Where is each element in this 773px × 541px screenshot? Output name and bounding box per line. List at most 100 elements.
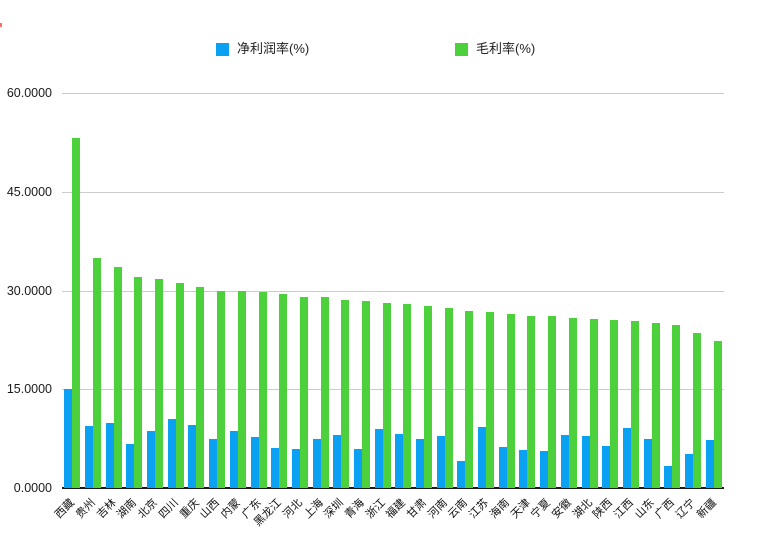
bar-group — [538, 93, 559, 488]
bar-gross-margin[interactable] — [506, 313, 515, 488]
bar-gross-margin[interactable] — [361, 301, 370, 488]
bar-net-profit-margin[interactable] — [540, 451, 549, 488]
bar-net-profit-margin[interactable] — [188, 425, 197, 488]
bar-gross-margin[interactable] — [175, 283, 184, 488]
bar-gross-margin[interactable] — [424, 306, 433, 488]
y-axis-tick-label: 45.0000 — [6, 184, 52, 199]
bar-gross-margin[interactable] — [692, 333, 701, 488]
bar-gross-margin[interactable] — [630, 320, 639, 488]
bar-net-profit-margin[interactable] — [436, 436, 445, 488]
bar-group — [186, 93, 207, 488]
gridline — [62, 191, 724, 193]
bar-net-profit-margin[interactable] — [126, 443, 135, 488]
x-axis-category-label: 天津 — [508, 496, 533, 521]
bar-net-profit-margin[interactable] — [250, 437, 259, 488]
bar-net-profit-margin[interactable] — [167, 418, 176, 488]
bar-gross-margin[interactable] — [548, 316, 557, 488]
x-axis-category-label: 海南 — [487, 496, 512, 521]
bar-group — [600, 93, 621, 488]
bar-group — [414, 93, 435, 488]
x-axis-category-label: 深圳 — [322, 496, 347, 521]
bar-gross-margin[interactable] — [196, 287, 205, 488]
bar-net-profit-margin[interactable] — [229, 431, 238, 488]
x-axis-category-label: 北京 — [135, 496, 161, 521]
bar-group — [517, 93, 538, 488]
bar-gross-margin[interactable] — [258, 291, 267, 488]
x-axis-category-label: 湖北 — [570, 496, 595, 521]
legend-label-net-profit: 净利润率(%) — [237, 41, 310, 56]
bar-net-profit-margin[interactable] — [581, 436, 590, 488]
bar-net-profit-margin[interactable] — [705, 439, 714, 488]
bar-group — [269, 93, 290, 488]
x-axis-category-label: 内蒙 — [218, 496, 243, 521]
bar-net-profit-margin[interactable] — [684, 453, 693, 488]
bar-gross-margin[interactable] — [444, 307, 453, 488]
bar-gross-margin[interactable] — [465, 310, 474, 488]
bar-net-profit-margin[interactable] — [602, 445, 611, 488]
bar-group — [310, 93, 331, 488]
bar-net-profit-margin[interactable] — [457, 461, 466, 488]
bar-net-profit-margin[interactable] — [560, 434, 569, 488]
bar-net-profit-margin[interactable] — [209, 438, 218, 488]
x-axis-category-label: 西藏 — [53, 496, 78, 521]
bar-net-profit-margin[interactable] — [622, 428, 631, 488]
bar-group — [83, 93, 104, 488]
x-axis-category-label: 新疆 — [694, 496, 719, 521]
bar-gross-margin[interactable] — [527, 315, 536, 488]
bar-gross-margin[interactable] — [713, 340, 722, 488]
bar-net-profit-margin[interactable] — [416, 438, 425, 488]
bar-net-profit-margin[interactable] — [374, 428, 383, 488]
bar-group — [331, 93, 352, 488]
bar-net-profit-margin[interactable] — [498, 446, 507, 488]
bar-gross-margin[interactable] — [113, 267, 122, 488]
x-axis-category-label: 广西 — [653, 496, 678, 521]
bar-net-profit-margin[interactable] — [664, 465, 673, 488]
y-axis-tick-label: 60.0000 — [6, 86, 52, 100]
bar-gross-margin[interactable] — [486, 311, 495, 488]
bar-gross-margin[interactable] — [320, 297, 329, 488]
x-axis-category-label: 辽宁 — [673, 496, 698, 521]
bar-net-profit-margin[interactable] — [85, 426, 94, 488]
legend-item-net-profit-margin[interactable]: 净利润率(%) — [216, 42, 309, 56]
bar-net-profit-margin[interactable] — [291, 448, 300, 488]
bar-net-profit-margin[interactable] — [643, 439, 652, 488]
x-axis-line — [62, 487, 724, 489]
bar-net-profit-margin[interactable] — [312, 439, 321, 488]
bar-group — [145, 93, 166, 488]
legend-swatch-gross-margin-icon — [455, 42, 468, 56]
bar-gross-margin[interactable] — [134, 276, 143, 488]
bar-net-profit-margin[interactable] — [105, 423, 114, 488]
bar-gross-margin[interactable] — [610, 320, 619, 488]
bar-gross-margin[interactable] — [651, 322, 660, 488]
bar-gross-margin[interactable] — [93, 258, 102, 488]
bar-gross-margin[interactable] — [341, 299, 350, 488]
bar-gross-margin[interactable] — [568, 318, 577, 488]
legend-item-gross-margin[interactable]: 毛利率(%) — [455, 42, 535, 56]
bar-gross-margin[interactable] — [155, 278, 164, 488]
bar-net-profit-margin[interactable] — [395, 434, 404, 488]
bar-net-profit-margin[interactable] — [519, 450, 528, 488]
bar-group — [476, 93, 497, 488]
bar-gross-margin[interactable] — [217, 290, 226, 488]
bar-gross-margin[interactable] — [279, 294, 288, 488]
legend-swatch-net-profit-icon — [216, 42, 229, 56]
bar-group — [703, 93, 724, 488]
bar-gross-margin[interactable] — [299, 297, 308, 488]
bar-group — [683, 93, 704, 488]
bar-gross-margin[interactable] — [72, 138, 81, 488]
x-axis-category-label: 山东 — [632, 496, 657, 521]
bar-gross-margin[interactable] — [589, 318, 598, 488]
bar-net-profit-margin[interactable] — [271, 447, 280, 488]
bar-net-profit-margin[interactable] — [478, 427, 487, 488]
legend-label-gross-margin: 毛利率(%) — [476, 41, 536, 56]
x-axis-category-label: 云南 — [446, 496, 471, 521]
bar-net-profit-margin[interactable] — [333, 435, 342, 488]
bar-gross-margin[interactable] — [382, 303, 391, 488]
bar-net-profit-margin[interactable] — [147, 431, 156, 488]
bar-gross-margin[interactable] — [237, 291, 246, 488]
bar-gross-margin[interactable] — [672, 325, 681, 488]
bar-net-profit-margin[interactable] — [64, 389, 73, 488]
bar-net-profit-margin[interactable] — [353, 448, 362, 488]
bar-gross-margin[interactable] — [403, 304, 412, 488]
